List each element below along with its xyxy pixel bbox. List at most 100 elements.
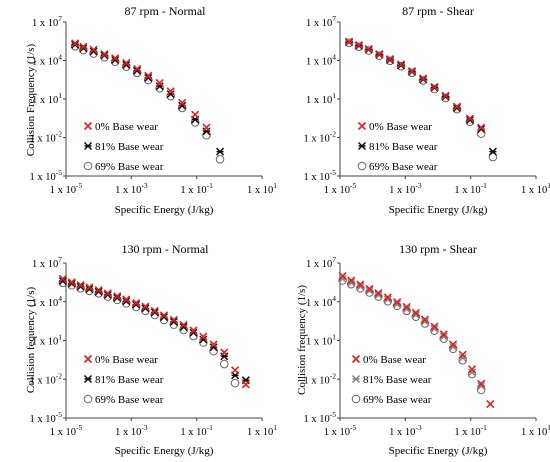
x-tick-label: 1 x 10-3 (389, 423, 422, 438)
x-axis-label: Specific Energy (J/kg) (389, 204, 488, 216)
y-tick-label-exp: 1 (332, 91, 336, 100)
data-point (241, 380, 250, 389)
y-tick-label-exp: 7 (58, 14, 62, 23)
x-tick-label-base: 1 x 10 (389, 185, 415, 196)
data-point (374, 289, 383, 298)
y-tick-label-base: 1 x 10 (304, 414, 330, 425)
y-tick-label-exp: 4 (332, 53, 336, 62)
y-tick-label: 1 x 10-2 (304, 130, 337, 145)
data-point (113, 292, 122, 301)
legend-marker (83, 141, 93, 151)
data-point (430, 322, 439, 331)
data-point (441, 93, 450, 103)
series-x (71, 39, 211, 132)
x-tick-label-base: 1 x 10 (454, 427, 480, 438)
x-tick-label-exp: 1 (273, 423, 277, 432)
legend-marker (83, 121, 93, 131)
data-point (122, 295, 131, 304)
y-tick-label-base: 1 x 10 (32, 95, 58, 106)
data-point (76, 280, 85, 290)
data-point (202, 130, 211, 140)
data-point (85, 283, 94, 292)
data-point (393, 297, 402, 307)
data-point (430, 82, 439, 91)
y-tick-label-base: 1 x 10 (304, 134, 330, 145)
series-circle (58, 278, 240, 388)
chart-title: 130 rpm - Normal (122, 242, 210, 256)
x-tick-label: 1 x 10-5 (324, 181, 357, 196)
y-tick-label: 1 x 101 (306, 91, 336, 106)
x-tick-label-base: 1 x 10 (180, 185, 206, 196)
data-point (458, 355, 467, 365)
y-tick-label-base: 1 x 10 (306, 298, 332, 309)
y-tick-label: 1 x 101 (32, 91, 62, 106)
data-point (159, 311, 169, 320)
x-tick-label-exp: -3 (415, 181, 421, 190)
x-tick-label-base: 1 x 10 (180, 427, 206, 438)
data-point (169, 315, 178, 324)
x-axis-label: Specific Energy (J/kg) (389, 445, 488, 457)
data-point (467, 365, 477, 374)
data-point (132, 298, 141, 308)
y-tick-label-exp: 4 (58, 294, 62, 303)
data-point (179, 320, 188, 330)
data-point (396, 60, 406, 69)
data-point (488, 147, 497, 156)
x-tick-label-exp: 1 (547, 423, 550, 432)
data-point (477, 123, 486, 132)
y-tick-label-base: 1 x 10 (30, 375, 56, 386)
x-tick-label-base: 1 x 10 (324, 185, 350, 196)
data-point (220, 348, 229, 357)
y-tick-label-base: 1 x 10 (306, 18, 332, 29)
x-tick-label-base: 1 x 10 (247, 427, 273, 438)
y-tick-label: 1 x 107 (32, 255, 62, 270)
x-tick-label-exp: -3 (415, 423, 421, 432)
y-tick-label-exp: 4 (58, 53, 62, 62)
legend: 0% Base wear 81% Base wear 69% Base wear (83, 121, 164, 173)
y-tick-label-exp: 7 (332, 14, 336, 23)
x-tick-label: 1 x 10-1 (180, 181, 213, 196)
y-tick-label-base: 1 x 10 (30, 172, 56, 183)
x-tick-label: 1 x 10-3 (115, 423, 148, 438)
legend-marker (357, 121, 367, 131)
data-point (354, 42, 364, 51)
x-tick-label: 1 x 10-1 (180, 423, 213, 438)
x-tick-label: 1 x 10-5 (50, 181, 83, 196)
data-point (215, 155, 225, 164)
x-tick-label-exp: -5 (76, 181, 82, 190)
y-tick-label-exp: 7 (58, 255, 62, 264)
data-point (396, 61, 406, 71)
data-point (219, 359, 229, 369)
series-x (58, 274, 250, 389)
y-tick-label: 1 x 104 (306, 53, 336, 68)
data-point (430, 84, 439, 94)
data-point (231, 366, 240, 375)
data-point (364, 46, 374, 55)
data-point (199, 332, 208, 341)
y-tick-label-base: 1 x 10 (304, 172, 330, 183)
chart-title: 130 rpm - Shear (399, 242, 477, 256)
x-tick-label-exp: -5 (76, 423, 82, 432)
x-tick-label: 1 x 101 (247, 423, 277, 438)
legend-marker (83, 161, 93, 171)
x-axis-label: Specific Energy (J/kg) (115, 445, 214, 457)
x-tick-label: 1 x 10-1 (454, 423, 487, 438)
y-tick-label-exp: 1 (58, 91, 62, 100)
data-point (452, 102, 462, 111)
y-tick-label: 1 x 10-2 (304, 371, 337, 386)
data-point (103, 289, 112, 298)
series-x (345, 37, 486, 132)
y-tick-label-exp: 1 (332, 333, 336, 342)
x-tick-label-exp: -1 (207, 181, 213, 190)
y-tick-label: 1 x 104 (306, 294, 336, 309)
data-point (189, 326, 198, 335)
legend: 0% Base wear 81% Base wear 69% Base wear (83, 354, 164, 406)
legend-label: 69% Base wear (95, 161, 164, 173)
y-tick-label-base: 1 x 10 (32, 298, 58, 309)
y-axis-label: Collision Frequency (1/s) (25, 43, 37, 156)
